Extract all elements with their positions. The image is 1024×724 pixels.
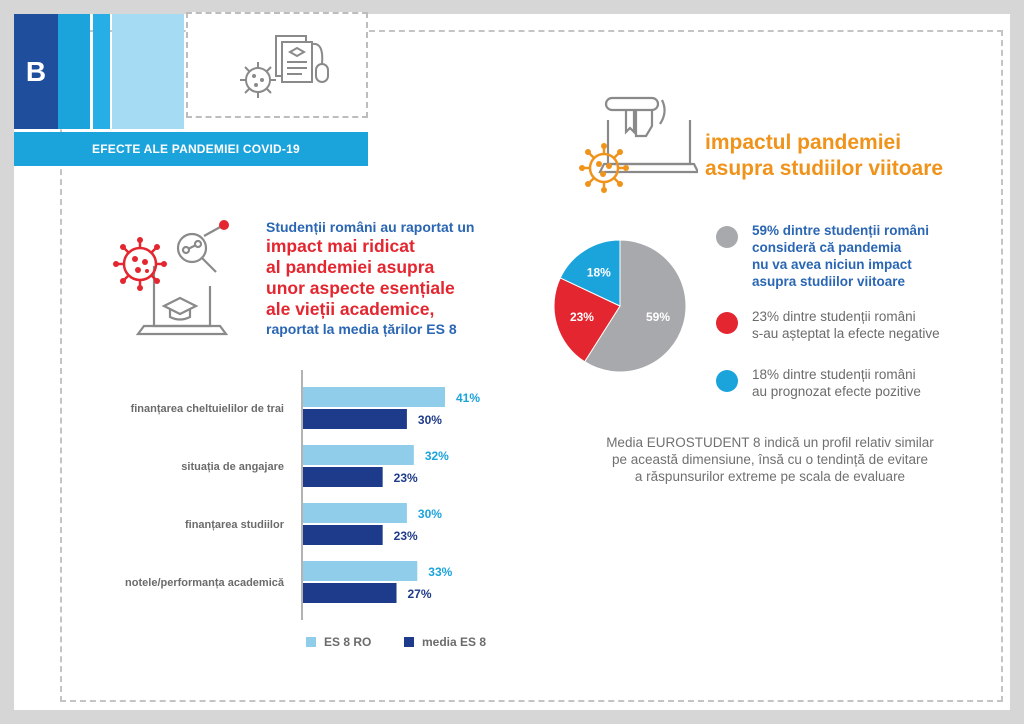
pie-legend-item-2: 23% dintre studenții români s-au aștepta…	[716, 308, 940, 342]
pie-slice	[553, 277, 621, 363]
bar-legend-label: ES 8 RO	[324, 635, 371, 649]
headline-line-4: unor aspecte esențiale	[266, 278, 455, 298]
pie-legend-line: consideră că pandemia	[752, 240, 902, 255]
bar-media-es8	[303, 467, 383, 487]
note-line-2: pe această dimensiune, însă cu o tendinț…	[612, 452, 928, 467]
pie-legend-item-3: 18% dintre studenții români au prognozat…	[716, 366, 921, 400]
bar-value-label: 23%	[394, 471, 418, 485]
bar-value-label: 33%	[428, 565, 452, 579]
bar-value-label: 27%	[408, 587, 432, 601]
bar-legend-swatch	[306, 637, 316, 647]
note-line-3: a răspunsurilor extreme pe scala de eval…	[634, 469, 906, 484]
headline-line-3: al pandemiei asupra	[266, 257, 435, 277]
headline-line-1: Studenții români au raportat un	[266, 219, 475, 235]
headline-line-5: ale vieții academice,	[266, 299, 435, 319]
headline-line-2: impact mai ridicat	[266, 236, 415, 256]
headline-text: Studenții români au raportat un impact m…	[266, 218, 506, 338]
header-stripe-3	[112, 14, 184, 129]
pie-legend-item-1: 59% dintre studenții români consideră că…	[716, 222, 929, 290]
pie-legend-swatch-red	[716, 312, 738, 334]
pie-legend-line: au prognozat efecte pozitive	[752, 384, 921, 399]
pie-slice-label: 18%	[587, 266, 611, 280]
bar-value-label: 32%	[425, 449, 449, 463]
section-badge: B	[14, 14, 58, 129]
pie-legend-text-2: 23% dintre studenții români s-au aștepta…	[752, 308, 940, 342]
eurostudent-note: Media EUROSTUDENT 8 indică un profil rel…	[580, 434, 960, 485]
impact-title-line-1: impactul pandemiei	[705, 131, 902, 154]
bar-media-es8	[303, 583, 397, 603]
bar-category-label: notele/performanța academică	[125, 577, 285, 589]
pie-legend-line: 23% dintre studenții români	[752, 309, 916, 324]
bar-legend-swatch	[404, 637, 414, 647]
header-stripe-1	[58, 14, 90, 129]
section-banner: EFECTE ALE PANDEMIEI COVID-19	[14, 132, 368, 166]
bar-value-label: 30%	[418, 507, 442, 521]
bar-legend-label: media ES 8	[422, 635, 486, 649]
bar-es8-ro	[303, 561, 418, 581]
headline-line-6: raportat la media țărilor ES 8	[266, 321, 457, 337]
pie-slice	[583, 239, 687, 373]
pie-slice	[559, 239, 621, 307]
bar-category-label: finanțarea cheltuielilor de trai	[131, 403, 284, 415]
bar-value-label: 23%	[394, 529, 418, 543]
bar-media-es8	[303, 409, 407, 429]
header-stripe-2	[93, 14, 110, 129]
bar-category-label: situația de angajare	[181, 461, 284, 473]
pie-legend-text-3: 18% dintre studenții români au prognozat…	[752, 366, 921, 400]
bar-es8-ro	[303, 503, 407, 523]
pie-legend-swatch-blue	[716, 370, 738, 392]
pie-legend-line: asupra studiilor viitoare	[752, 274, 906, 289]
pie-legend-line: nu va avea niciun impact	[752, 257, 912, 272]
bar-category-label: finanțarea studiilor	[185, 519, 285, 531]
pie-legend-swatch-grey	[716, 226, 738, 248]
bar-es8-ro	[303, 387, 445, 407]
bar-es8-ro	[303, 445, 414, 465]
virus-laptop-icon	[113, 220, 229, 336]
pie-legend-line: 59% dintre studenții români	[752, 223, 930, 238]
pie-chart: 59% 23% 18%	[553, 239, 687, 373]
pie-slice-label: 59%	[646, 310, 670, 324]
virus-document-icon	[240, 35, 329, 98]
pie-legend-text-1: 59% dintre studenții români consideră că…	[752, 222, 929, 290]
pie-legend-line: s-au așteptat la efecte negative	[752, 326, 940, 341]
virus-diploma-icon	[579, 96, 698, 193]
bar-value-label: 41%	[456, 391, 480, 405]
note-line-1: Media EUROSTUDENT 8 indică un profil rel…	[606, 435, 934, 450]
pie-legend-line: 18% dintre studenții români	[752, 367, 916, 382]
impact-title-line-2: asupra studiilor viitoare	[705, 157, 944, 180]
bar-media-es8	[303, 525, 383, 545]
pie-slice-label: 23%	[570, 310, 594, 324]
bar-value-label: 30%	[418, 413, 442, 427]
header-icon-frame	[186, 12, 368, 118]
bar-chart: finanțarea cheltuielilor de trai 41% 30% si…	[125, 370, 486, 649]
impact-title: impactul pandemiei asupra studiilor viit…	[705, 130, 1005, 182]
